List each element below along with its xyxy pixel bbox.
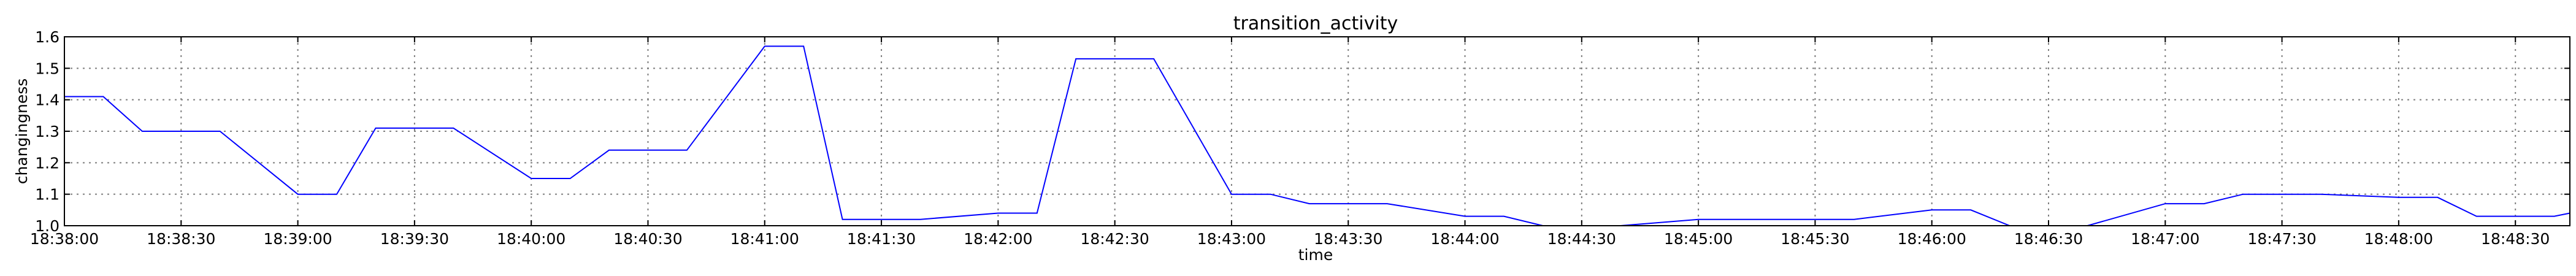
x-tick-labels: 18:38:00 18:38:30 18:39:00 18:39:30 18:40:00… [30, 230, 2550, 248]
x-tick-label: 18:48:00 [2364, 230, 2433, 248]
y-tick-label: 1.4 [35, 91, 59, 109]
y-tick-label: 1.3 [35, 123, 59, 140]
y-tick-label: 1.5 [35, 59, 59, 77]
series-layer [64, 45, 2570, 226]
y-tick-label: 1.1 [35, 186, 59, 204]
y-tick-label: 1.6 [35, 28, 59, 46]
x-tick-label: 18:47:30 [2247, 230, 2316, 248]
x-tick-label: 18:39:30 [380, 230, 449, 248]
x-tick-label: 18:43:00 [1197, 230, 1266, 248]
y-tick-label: 1.2 [35, 154, 59, 172]
y-tick-labels: 1.0 1.1 1.2 1.3 1.4 1.5 1.6 [35, 28, 59, 235]
x-tick-label: 18:40:00 [497, 230, 565, 248]
x-axis-label: time [1298, 246, 1333, 264]
x-tick-label: 18:40:30 [613, 230, 682, 248]
x-tick-label: 18:48:30 [2481, 230, 2550, 248]
x-tick-label: 18:44:00 [1430, 230, 1499, 248]
x-tick-label: 18:46:00 [1898, 230, 1966, 248]
x-tick-label: 18:42:00 [964, 230, 1032, 248]
x-tick-label: 18:38:00 [30, 230, 99, 248]
x-tick-label: 18:44:30 [1547, 230, 1616, 248]
y-tick-label: 1.0 [35, 217, 59, 235]
x-tick-label: 18:41:00 [730, 230, 799, 248]
x-tick-label: 18:43:30 [1314, 230, 1382, 248]
x-tick-label: 18:45:00 [1664, 230, 1733, 248]
x-tick-label: 18:42:30 [1081, 230, 1149, 248]
grid-lines [64, 36, 2570, 226]
ticks [64, 36, 2570, 226]
y-axis-label: changingness [13, 79, 31, 185]
x-tick-label: 18:41:30 [847, 230, 916, 248]
x-tick-label: 18:39:00 [263, 230, 332, 248]
x-tick-label: 18:47:00 [2131, 230, 2199, 248]
x-tick-label: 18:46:30 [2014, 230, 2083, 248]
chart-title: transition_activity [1233, 13, 1398, 34]
x-tick-label: 18:45:30 [1781, 230, 1849, 248]
series-line [64, 45, 2570, 226]
x-tick-label: 18:38:30 [147, 230, 215, 248]
